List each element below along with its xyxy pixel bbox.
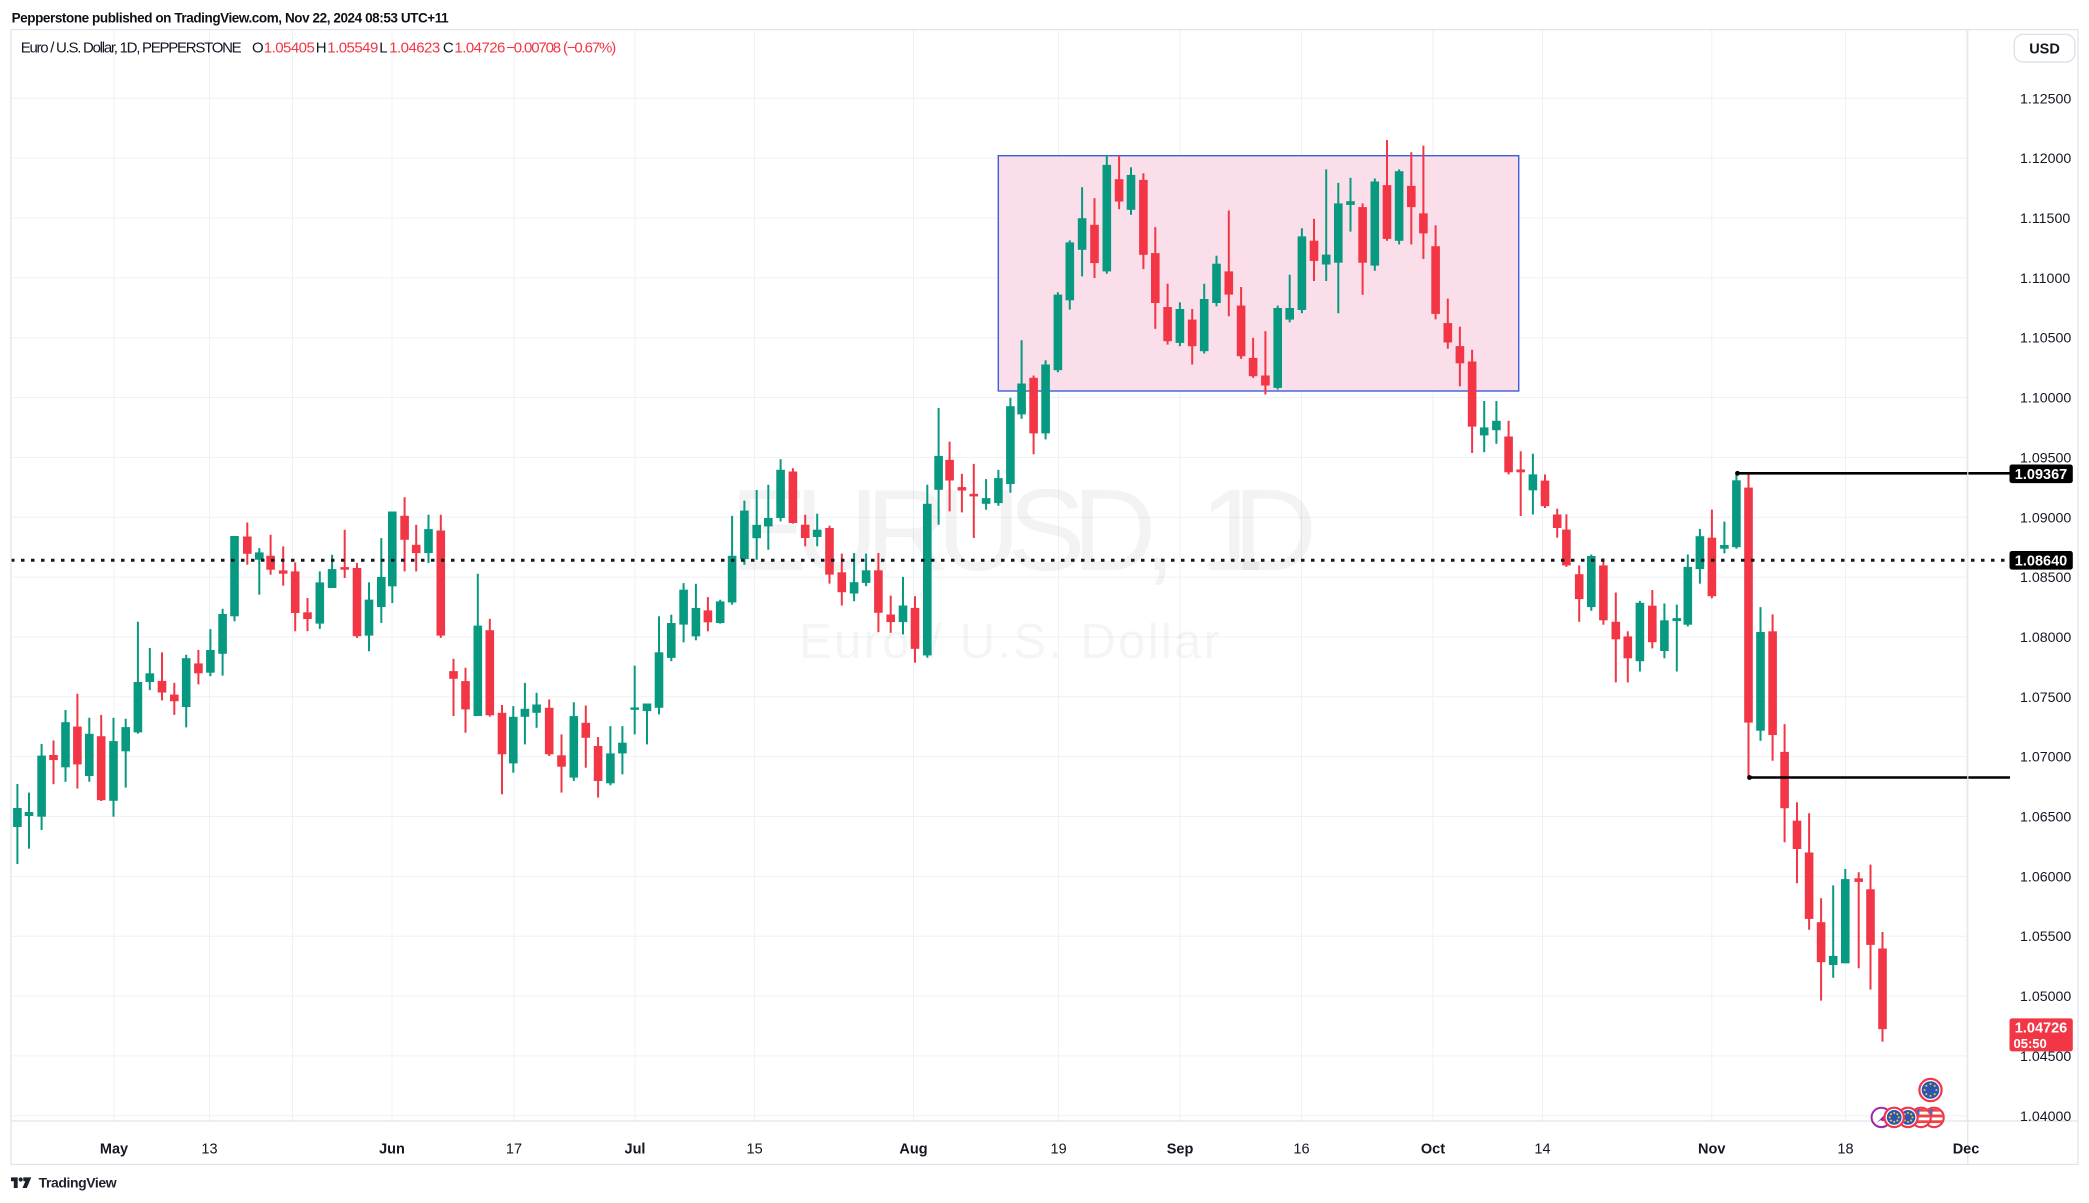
- svg-text:Pepperstone published on Tradi: Pepperstone published on TradingView.com…: [12, 10, 449, 25]
- svg-text:Jul: Jul: [625, 1142, 646, 1158]
- svg-text:Nov: Nov: [1698, 1142, 1725, 1158]
- svg-text:1.04500: 1.04500: [2020, 1049, 2071, 1065]
- svg-text:Dec: Dec: [1953, 1142, 1980, 1158]
- svg-text:1.05549: 1.05549: [327, 40, 378, 57]
- svg-text:1D: 1D: [1200, 465, 1317, 595]
- svg-text:TradingView: TradingView: [39, 1174, 117, 1190]
- svg-text:1.09367: 1.09367: [2015, 467, 2067, 483]
- svg-text:1.10000: 1.10000: [2020, 391, 2071, 407]
- svg-text:1.08640: 1.08640: [2015, 553, 2067, 569]
- svg-text:Aug: Aug: [899, 1142, 927, 1158]
- svg-text:1.07000: 1.07000: [2020, 750, 2071, 766]
- svg-text:1.11000: 1.11000: [2020, 271, 2070, 287]
- svg-text:14: 14: [1534, 1142, 1550, 1158]
- svg-text:1.04000: 1.04000: [2020, 1109, 2071, 1125]
- svg-text:1.12500: 1.12500: [2020, 91, 2071, 107]
- svg-text:H: H: [316, 40, 327, 57]
- svg-text:05:50: 05:50: [2014, 1036, 2047, 1051]
- svg-text:Sep: Sep: [1167, 1142, 1194, 1158]
- svg-text:1.12000: 1.12000: [2020, 151, 2071, 167]
- svg-text:1.06000: 1.06000: [2020, 869, 2071, 885]
- svg-text:Jun: Jun: [379, 1142, 405, 1158]
- svg-text:1.08000: 1.08000: [2020, 630, 2071, 646]
- svg-text:16: 16: [1293, 1142, 1309, 1158]
- svg-text:15: 15: [747, 1142, 763, 1158]
- svg-text:Euro / U.S. Dollar: Euro / U.S. Dollar: [799, 615, 1220, 669]
- svg-text:1.09500: 1.09500: [2020, 450, 2071, 466]
- svg-text:13: 13: [201, 1142, 217, 1158]
- svg-text:19: 19: [1051, 1142, 1067, 1158]
- svg-text:1.05000: 1.05000: [2020, 989, 2071, 1005]
- svg-text:C: C: [443, 40, 454, 57]
- svg-text:1.06500: 1.06500: [2020, 810, 2071, 826]
- svg-text:May: May: [100, 1142, 128, 1158]
- svg-text:O: O: [252, 40, 264, 57]
- svg-text:L: L: [379, 40, 387, 57]
- svg-text:−0.00708 (−0.67%): −0.00708 (−0.67%): [506, 40, 616, 57]
- svg-text:1.05405: 1.05405: [264, 40, 315, 57]
- svg-text:17: 17: [506, 1142, 522, 1158]
- svg-text:1.09000: 1.09000: [2020, 510, 2071, 526]
- svg-text:USD: USD: [2029, 41, 2060, 57]
- svg-text:Euro / U.S. Dollar, 1D, PEPPER: Euro / U.S. Dollar, 1D, PEPPERSTONE: [21, 40, 242, 57]
- svg-text:1.05500: 1.05500: [2020, 929, 2071, 945]
- svg-text:18: 18: [1837, 1142, 1853, 1158]
- svg-text:1.04726: 1.04726: [454, 40, 505, 57]
- svg-text:Oct: Oct: [1421, 1142, 1445, 1158]
- svg-text:1.10500: 1.10500: [2020, 331, 2071, 347]
- svg-text:1.04623: 1.04623: [389, 40, 440, 57]
- svg-text:1.08500: 1.08500: [2020, 570, 2071, 586]
- svg-text:1.11500: 1.11500: [2020, 211, 2070, 227]
- svg-text:1.04726: 1.04726: [2015, 1020, 2067, 1036]
- svg-text:1.07500: 1.07500: [2020, 690, 2071, 706]
